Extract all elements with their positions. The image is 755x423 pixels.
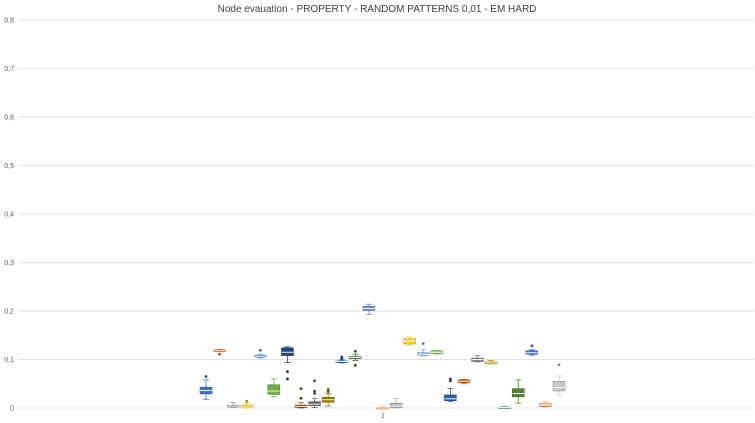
y-tick-label: 0,5	[4, 163, 14, 170]
box-series	[512, 379, 525, 404]
box-series	[552, 363, 566, 396]
gridlines	[18, 19, 754, 409]
y-tick-label: 0,2	[4, 309, 14, 316]
outlier-point	[204, 375, 208, 378]
box-series	[484, 360, 498, 365]
box-series-group	[199, 303, 566, 410]
outlier-point	[353, 363, 357, 367]
box-series	[403, 336, 416, 346]
x-tick-label: 1	[381, 413, 385, 420]
outlier-point	[286, 377, 289, 381]
box-series	[525, 344, 539, 356]
box-series	[349, 349, 362, 367]
y-tick-label: 0,7	[4, 66, 14, 73]
box-series	[240, 399, 253, 409]
box-series	[444, 377, 457, 403]
box-series	[321, 388, 335, 407]
box-series	[213, 348, 226, 356]
box-series	[267, 378, 281, 398]
y-tick-label: 0,4	[4, 212, 14, 219]
box-series	[281, 346, 294, 381]
y-tick-label: 0,8	[4, 18, 14, 25]
box-series	[226, 402, 240, 408]
outlier-point	[313, 379, 317, 383]
box-series	[254, 348, 267, 359]
outlier-point	[530, 344, 534, 348]
outlier-point	[313, 389, 317, 393]
outlier-point	[421, 342, 425, 345]
box-series	[430, 349, 444, 355]
y-tick-label: 0,6	[4, 115, 14, 122]
chart-title: Node evauation - PROPERTY - RANDOM PATTE…	[218, 4, 537, 15]
box-series	[457, 378, 471, 385]
y-axis-tick-labels: 0 0,1 0,2 0,3 0,4 0,5 0,6 0,7 0,8	[4, 18, 14, 413]
box-series	[389, 397, 403, 409]
outlier-point	[299, 396, 303, 400]
box-series	[362, 303, 376, 315]
box-series	[498, 406, 511, 409]
box-series	[376, 406, 389, 410]
outlier-point	[313, 392, 317, 395]
box-series	[308, 379, 321, 408]
outlier-point	[299, 387, 303, 390]
box-iqr	[552, 381, 566, 392]
box-series	[199, 375, 213, 400]
box-iqr	[512, 388, 525, 398]
outlier-point	[448, 377, 452, 381]
outlier-point	[353, 349, 357, 353]
x-axis-tick-labels: 1	[381, 413, 385, 420]
box-series	[335, 355, 349, 364]
box-series	[294, 387, 308, 409]
outlier-point	[326, 388, 330, 391]
box-series	[539, 401, 552, 408]
y-tick-label: 0	[10, 406, 14, 413]
y-tick-label: 0,1	[4, 357, 14, 364]
outlier-point	[557, 363, 561, 367]
box-series	[416, 342, 430, 357]
outlier-point	[326, 390, 330, 393]
outlier-point	[286, 370, 289, 374]
y-tick-label: 0,3	[4, 260, 14, 267]
box-iqr	[444, 394, 457, 401]
box-series	[471, 355, 484, 363]
box-iqr	[389, 402, 403, 408]
box-iqr	[281, 347, 294, 356]
box-iqr	[267, 384, 281, 395]
outlier-point	[218, 352, 221, 356]
outlier-point	[245, 399, 249, 403]
outlier-point	[340, 355, 344, 359]
box-iqr	[240, 405, 253, 408]
box-iqr	[308, 401, 321, 406]
outlier-point	[258, 348, 262, 352]
outlier-point	[448, 379, 452, 383]
